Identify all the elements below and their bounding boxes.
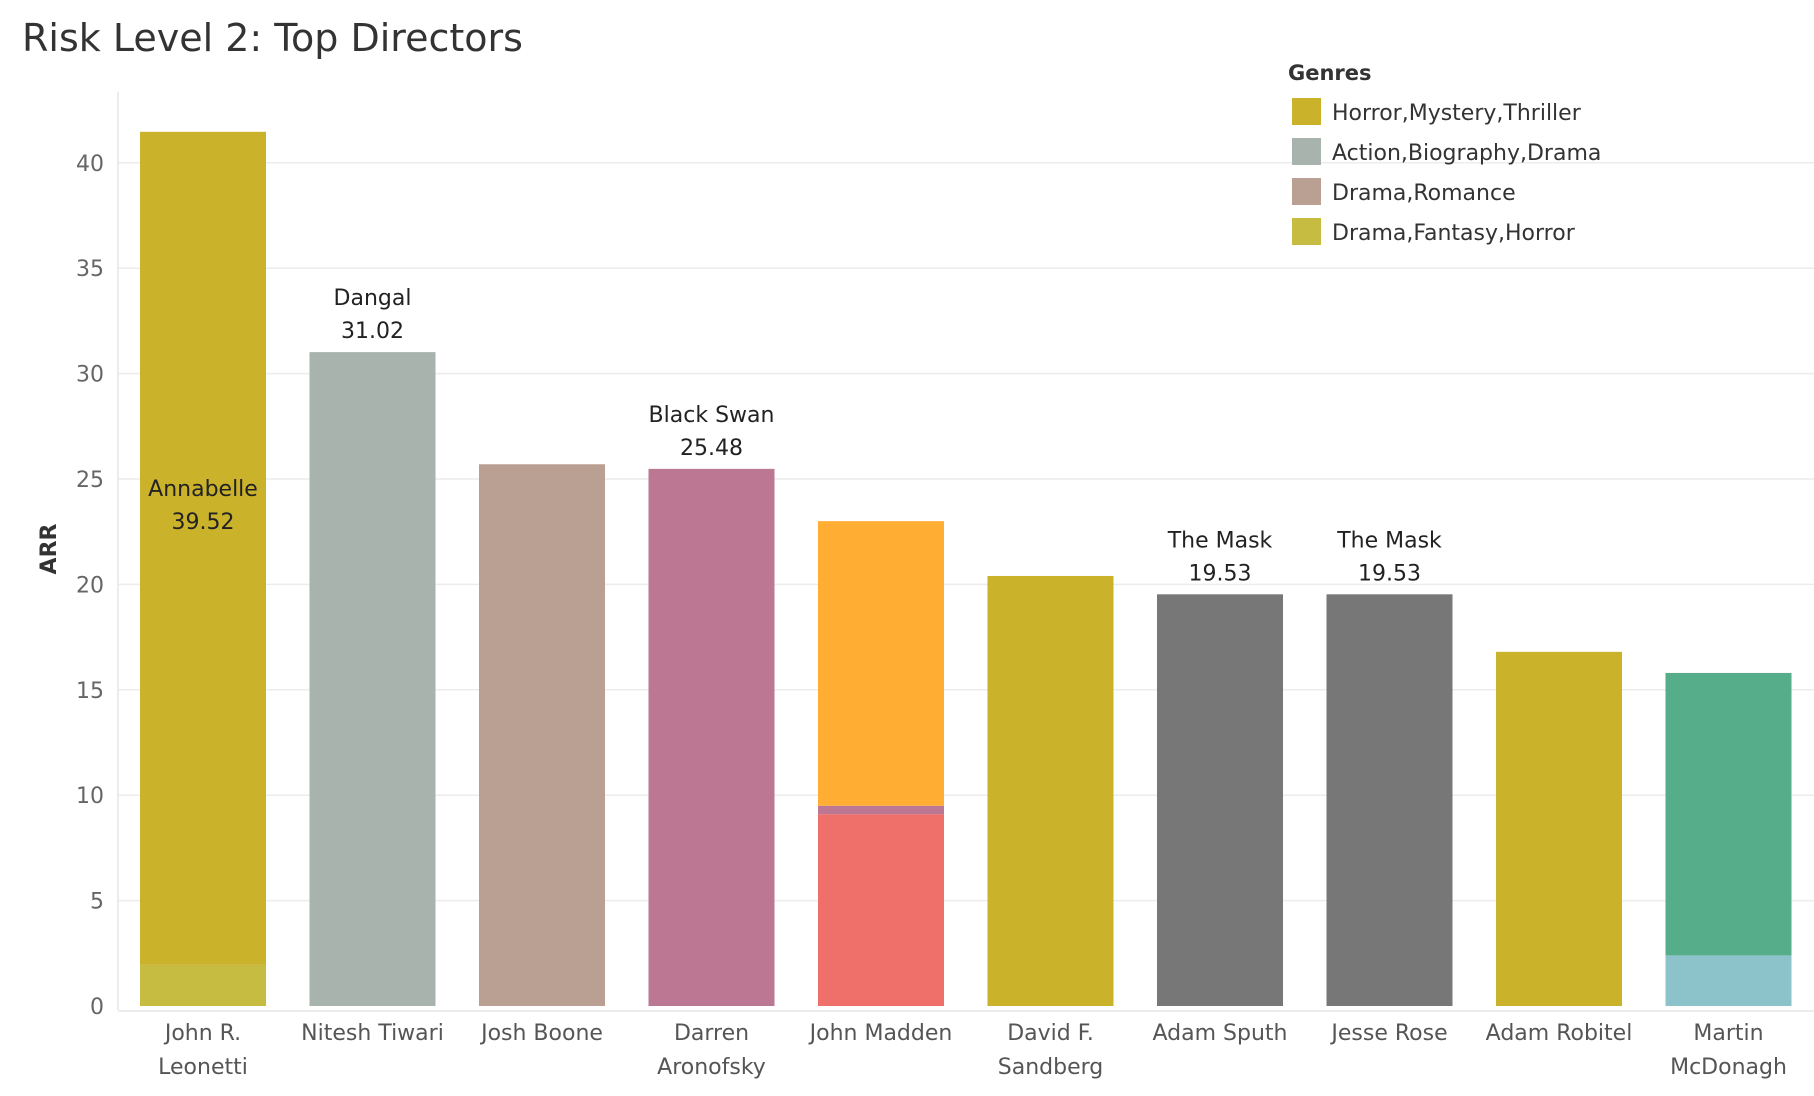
x-tick-label: John Madden	[808, 1021, 953, 1046]
chart-title: Risk Level 2: Top Directors	[22, 16, 523, 60]
legend-swatch	[1292, 138, 1321, 165]
bars	[140, 131, 1792, 1006]
x-tick-label: David F.	[1007, 1021, 1094, 1046]
x-tick-label: McDonagh	[1670, 1055, 1787, 1080]
data-label-title: The Mask	[1336, 528, 1442, 553]
legend-swatch	[1292, 218, 1321, 245]
bar-segment[interactable]	[1665, 672, 1792, 956]
legend-entry: Horror,Mystery,Thriller	[1332, 101, 1582, 126]
data-label-title: Dangal	[334, 286, 412, 311]
data-label-title: Annabelle	[148, 477, 258, 502]
bar-segment[interactable]	[1496, 651, 1622, 1006]
bar-segment[interactable]	[1326, 594, 1453, 1006]
data-label-value: 25.48	[680, 436, 743, 461]
legend: Genres Horror,Mystery,Thriller Action,Biog…	[1288, 61, 1601, 246]
x-tick-label: Sandberg	[998, 1055, 1103, 1080]
bar-segment[interactable]	[987, 575, 1114, 1006]
y-tick-label: 30	[76, 363, 104, 388]
y-tick-label: 40	[76, 152, 104, 177]
bar-segment[interactable]	[140, 131, 266, 965]
bar-segment[interactable]	[818, 805, 944, 815]
y-tick-label: 15	[76, 679, 104, 704]
data-label-value: 39.52	[172, 510, 235, 535]
y-tick-label: 10	[76, 784, 104, 809]
bar-segment[interactable]	[309, 352, 436, 1006]
legend-title: Genres	[1288, 61, 1372, 85]
y-axis: 0 5 10 15 20 25 30 35 40 ARR	[37, 92, 119, 1020]
legend-entry: Action,Biography,Drama	[1332, 141, 1601, 166]
y-tick-label: 5	[90, 890, 104, 915]
legend-swatch	[1292, 98, 1321, 125]
x-tick-label: Leonetti	[158, 1055, 248, 1080]
x-tick-label: Nitesh Tiwari	[301, 1021, 444, 1046]
y-axis-title: ARR	[37, 523, 62, 574]
x-tick-label: Darren	[674, 1021, 749, 1046]
bar-segment[interactable]	[648, 468, 775, 1006]
bar-segment[interactable]	[818, 814, 944, 1006]
bar-segment[interactable]	[479, 464, 605, 1006]
y-tick-label: 20	[76, 573, 104, 598]
bar-segment[interactable]	[140, 964, 266, 1006]
bar-segment[interactable]	[1157, 594, 1283, 1006]
x-tick-label: Josh Boone	[479, 1021, 603, 1046]
y-tick-label: 35	[76, 257, 104, 282]
x-tick-label: John R.	[163, 1021, 241, 1046]
x-tick-label: Adam Sputh	[1153, 1021, 1288, 1046]
data-label-value: 31.02	[341, 319, 404, 344]
data-label-title: The Mask	[1167, 528, 1273, 553]
legend-swatch	[1292, 178, 1321, 205]
x-tick-label: Jesse Rose	[1329, 1021, 1447, 1046]
legend-entry: Drama,Fantasy,Horror	[1332, 221, 1576, 246]
y-tick-label: 25	[76, 468, 104, 493]
x-tick-label: Adam Robitel	[1486, 1021, 1633, 1046]
data-label-value: 19.53	[1189, 561, 1252, 586]
legend-entry: Drama,Romance	[1332, 181, 1516, 206]
bar-segment[interactable]	[818, 521, 944, 806]
data-labels: Annabelle 39.52 Dangal 31.02 Black Swan 25.48…	[148, 286, 1442, 586]
y-tick-label: 0	[90, 995, 104, 1020]
data-label-title: Black Swan	[649, 403, 775, 428]
data-label-value: 19.53	[1358, 561, 1421, 586]
x-axis: John R. Leonetti Nitesh Tiwari Josh Boone Da…	[118, 1010, 1814, 1080]
x-tick-label: Aronofsky	[657, 1055, 766, 1080]
bar-segment[interactable]	[1665, 955, 1792, 1006]
x-tick-label: Martin	[1693, 1021, 1763, 1046]
